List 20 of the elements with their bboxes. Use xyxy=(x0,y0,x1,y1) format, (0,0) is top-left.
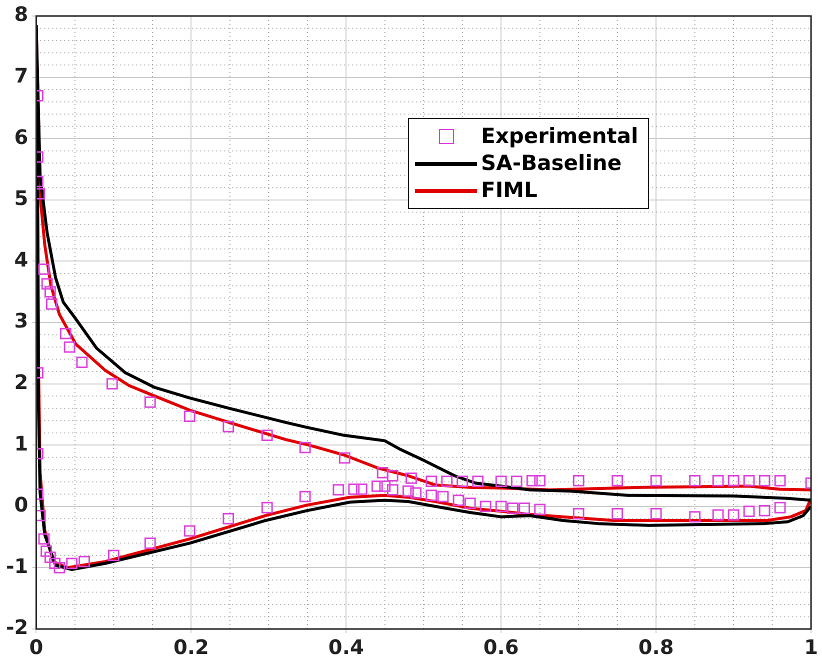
x-tick-label: 0 xyxy=(29,635,44,660)
y-tick-label: 0 xyxy=(14,492,28,517)
legend-label: Experimental xyxy=(481,123,638,150)
x-tick-label: 0.4 xyxy=(328,635,364,660)
y-tick-label: 1 xyxy=(14,431,28,456)
y-tick-label: 7 xyxy=(14,64,28,88)
x-tick-label: 0.2 xyxy=(173,635,209,660)
y-tick-label: -1 xyxy=(6,554,28,578)
x-tick-label: 1 xyxy=(804,635,818,660)
y-tick-label: 4 xyxy=(14,247,28,272)
x-tick-label: 0.6 xyxy=(483,635,519,660)
y-tick-label: 2 xyxy=(14,370,28,394)
legend-label: FIML xyxy=(481,177,538,204)
y-tick-label: 6 xyxy=(14,124,28,149)
y-tick-label: -2 xyxy=(6,615,28,640)
x-tick-label: 0.8 xyxy=(638,635,674,660)
y-tick-label: 5 xyxy=(14,186,28,210)
y-tick-label: 3 xyxy=(14,308,28,333)
y-tick-label: 8 xyxy=(14,2,28,26)
legend-label: SA-Baseline xyxy=(481,150,622,177)
